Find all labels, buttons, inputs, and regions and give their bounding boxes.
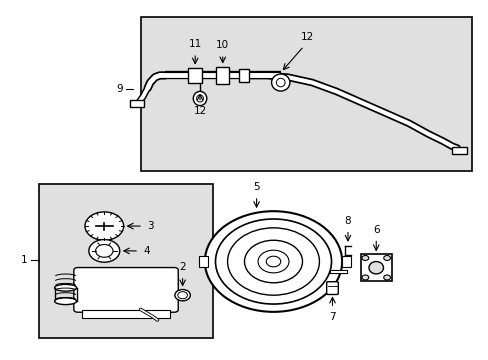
Circle shape xyxy=(204,211,342,312)
FancyBboxPatch shape xyxy=(326,282,338,294)
Ellipse shape xyxy=(271,74,289,91)
Circle shape xyxy=(89,239,120,262)
Text: 8: 8 xyxy=(344,216,350,226)
Circle shape xyxy=(265,256,280,267)
Circle shape xyxy=(215,219,331,304)
Circle shape xyxy=(95,244,113,257)
FancyBboxPatch shape xyxy=(82,310,170,318)
Ellipse shape xyxy=(196,95,203,102)
Circle shape xyxy=(383,256,390,260)
Bar xyxy=(216,67,228,84)
FancyBboxPatch shape xyxy=(74,267,178,312)
Circle shape xyxy=(361,275,368,280)
Text: 5: 5 xyxy=(253,183,259,192)
Bar xyxy=(39,184,213,338)
Bar xyxy=(451,147,466,154)
Circle shape xyxy=(227,228,319,295)
Bar xyxy=(130,100,144,107)
Text: 9: 9 xyxy=(116,84,122,94)
Circle shape xyxy=(383,275,390,280)
Text: 7: 7 xyxy=(328,312,335,322)
Ellipse shape xyxy=(193,91,206,105)
Ellipse shape xyxy=(55,284,77,291)
Circle shape xyxy=(258,250,288,273)
Ellipse shape xyxy=(55,298,77,305)
Circle shape xyxy=(85,212,123,240)
Bar xyxy=(140,17,471,171)
Text: 12: 12 xyxy=(193,106,206,116)
Circle shape xyxy=(175,289,190,301)
Circle shape xyxy=(244,240,302,283)
Ellipse shape xyxy=(368,261,383,274)
FancyBboxPatch shape xyxy=(198,256,208,267)
Text: 12: 12 xyxy=(300,32,313,42)
Text: 4: 4 xyxy=(142,246,149,256)
Text: 1: 1 xyxy=(20,255,27,265)
Text: 10: 10 xyxy=(216,40,229,50)
Bar xyxy=(360,255,391,281)
Text: 3: 3 xyxy=(146,221,153,231)
Circle shape xyxy=(178,292,187,299)
Bar xyxy=(238,69,249,82)
Text: 6: 6 xyxy=(372,225,379,235)
Ellipse shape xyxy=(276,78,285,87)
Text: 2: 2 xyxy=(179,262,185,272)
FancyBboxPatch shape xyxy=(341,256,350,267)
Bar xyxy=(187,68,202,83)
Circle shape xyxy=(361,256,368,260)
Text: 11: 11 xyxy=(188,39,202,49)
